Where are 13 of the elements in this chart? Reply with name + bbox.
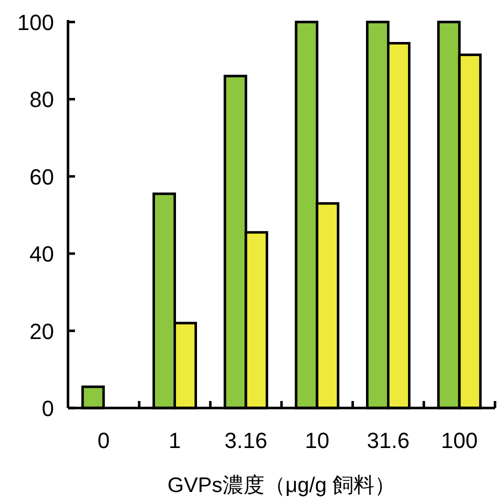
x-tick-label: 0 — [97, 428, 110, 453]
y-tick-label: 60 — [30, 164, 54, 190]
y-tick-label: 20 — [30, 318, 54, 344]
x-tick-label: 31.6 — [366, 428, 410, 453]
y-tick-label: 40 — [30, 242, 54, 267]
x-tick-label: 100 — [441, 428, 478, 453]
y-tick-label: 0 — [42, 396, 54, 421]
x-tick-label: 10 — [304, 428, 330, 453]
x-axis-title: GVPs濃度（μg/g 飼料） — [168, 474, 396, 497]
x-tick-label: 1 — [168, 428, 181, 453]
y-tick-label: 100 — [17, 10, 54, 35]
x-tick-label: 3.16 — [224, 428, 268, 453]
y-tick-label: 80 — [30, 87, 54, 112]
